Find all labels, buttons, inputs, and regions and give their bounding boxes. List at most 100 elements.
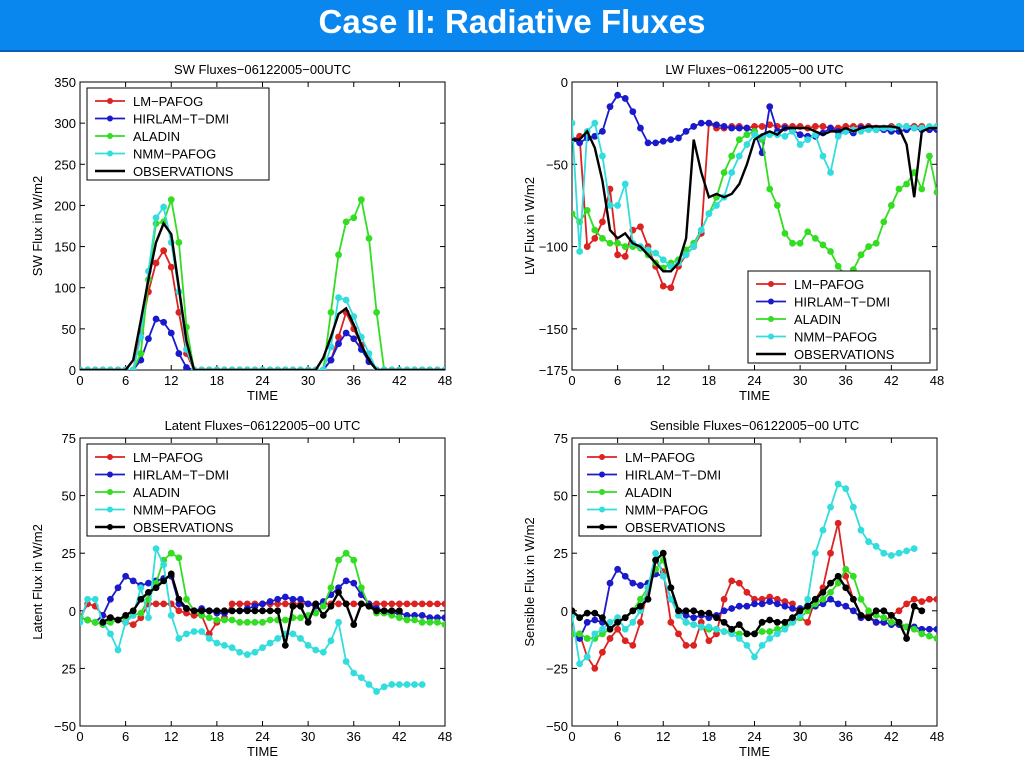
data-point [251,607,259,615]
legend-entry: NMM−PAFOG [133,503,216,518]
data-point [918,630,926,638]
data-point [243,618,251,626]
x-tick-label: 30 [793,373,807,388]
data-point [572,119,576,127]
data-point [659,549,667,557]
data-point [834,572,842,580]
data-point [758,123,766,130]
data-point [160,600,168,608]
lw-chart: LW Fluxes−06122005−00 UTC 0 6 12 18 24 30 36 42 4… [522,62,944,403]
data-point [811,595,819,603]
data-point [327,637,335,645]
x-tick-label: 48 [438,373,452,388]
data-point [606,202,614,209]
x-tick-label: 30 [301,373,315,388]
data-point [183,364,190,370]
y-tick-label: 50 [62,322,76,337]
data-point [236,648,244,656]
data-point [720,607,728,615]
data-point [910,625,918,633]
x-tick-label: 36 [839,373,853,388]
data-point [342,658,350,665]
data-point [735,152,743,160]
data-point [652,556,660,564]
data-point [190,607,198,615]
data-point [659,256,667,264]
x-tick-label: 36 [347,729,361,744]
data-point [766,103,774,111]
data-point [606,625,614,633]
x-tick-label: 0 [568,373,575,388]
data-point [743,131,751,139]
legend-box [747,270,931,364]
data-point [304,641,312,649]
data-point [682,607,690,615]
legend-marker [599,506,605,513]
data-point [933,595,937,603]
data-point [713,614,720,622]
data-point [713,625,720,633]
data-point [849,607,857,615]
data-point [152,315,160,323]
data-point [766,635,774,642]
data-point [918,185,926,193]
data-point [433,618,441,626]
data-point [350,214,358,222]
y-tick-label: 0 [561,604,568,619]
data-point [773,202,781,209]
data-point [572,210,576,218]
data-point [327,602,335,610]
legend-marker [107,489,113,495]
data-point [599,625,606,633]
data-point [925,152,933,160]
data-point [281,593,289,601]
data-point [614,565,622,573]
data-point [403,616,411,624]
data-point [621,95,629,102]
x-tick-label: 42 [884,373,898,388]
x-tick-label: 0 [76,729,83,744]
data-point [243,651,251,658]
data-point [667,136,675,143]
data-point [583,635,591,642]
data-point [373,688,380,695]
y-tick-label: 75 [62,431,76,446]
data-point [236,600,244,608]
chart-title: LW Fluxes−06122005−00 UTC [665,62,843,77]
data-point [228,600,236,608]
x-tick-label: 12 [656,373,670,388]
data-point [827,503,834,511]
data-point [735,579,743,587]
data-point [918,598,926,605]
y-tick-label: −25 [546,661,568,676]
data-point [675,607,682,615]
x-tick-label: 48 [930,373,944,388]
data-point [827,169,834,176]
data-point [728,124,736,132]
data-point [365,602,373,610]
data-point [827,549,834,557]
data-point [796,131,804,139]
data-point [107,614,114,622]
data-point [827,248,834,255]
data-point [350,669,358,677]
data-point [880,549,888,557]
data-point [312,600,320,608]
y-tick-label: 250 [54,157,76,172]
sw-chart: SW Fluxes−06122005−00UTC 0 6 12 18 24 30 36 42 48… [30,62,452,403]
data-point [591,616,599,624]
data-point [720,123,728,130]
data-point [357,674,365,682]
data-point [198,628,206,635]
data-point [205,607,213,615]
data-point [910,595,918,603]
data-point [107,630,114,638]
chart-title: SW Fluxes−06122005−00UTC [174,62,351,77]
data-point [335,333,342,341]
data-point [167,612,175,619]
latent-chart: Latent Fluxes−06122005−00 UTC 0 6 12 18 24 30 3… [30,418,452,759]
data-point [327,308,335,316]
data-point [403,681,411,688]
data-point [319,648,327,656]
data-point [297,635,304,642]
